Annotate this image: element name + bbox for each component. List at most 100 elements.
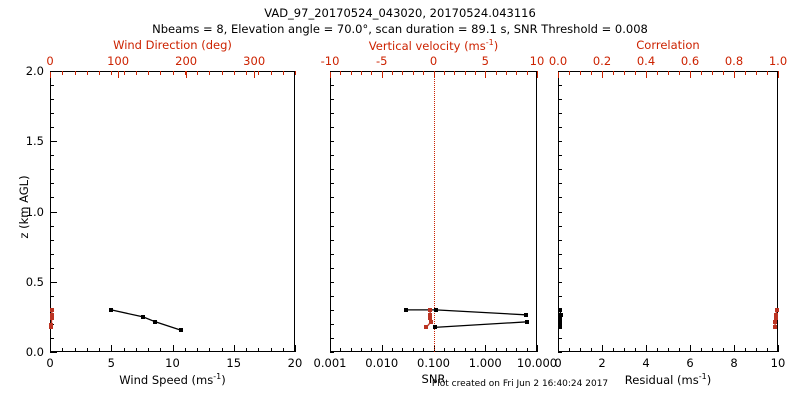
panel-residual-bottom-minor-tick — [668, 348, 669, 352]
panel-snr-top-minor-tick — [485, 71, 487, 75]
y-axis-minor-tick — [50, 281, 54, 283]
panel-residual-top-minor-tick — [745, 71, 746, 75]
panel-wind-data-point — [179, 328, 184, 333]
panel-residual-top-minor-tick — [657, 71, 658, 75]
panel-wind-top-minor-tick — [233, 71, 235, 75]
panel-snr-bottom-minor-tick — [392, 348, 394, 352]
panel-residual-bottom-ticklabel: 6 — [686, 356, 694, 370]
panel-snr-bottom-ticklabel: 10.000 — [516, 356, 558, 370]
panel-wind-top-ticklabel: 0 — [46, 54, 54, 68]
y-axis-minor-tick — [50, 352, 54, 353]
y-axis-minor-tick — [330, 197, 334, 199]
panel-snr-series-line — [434, 321, 528, 329]
panel-wind-top-minor-tick — [135, 71, 137, 75]
panel-wind-bottom-ticklabel: 20 — [287, 356, 303, 370]
y-axis-minor-tick — [50, 239, 54, 241]
panel-snr-top-ticklabel: 10 — [529, 54, 545, 68]
panel-residual-data-point — [558, 312, 563, 317]
panel-snr-bottom-minor-tick — [443, 348, 445, 352]
panel-residual-bottom-minor-tick — [778, 348, 779, 352]
panel-snr-top-minor-tick — [361, 71, 363, 75]
y-axis-minor-tick — [330, 267, 334, 269]
panel-wind-bottom-minor-tick — [160, 348, 162, 352]
panel-wind-data-point — [49, 325, 54, 330]
panel-wind-bottom-minor-tick — [221, 348, 223, 352]
panel-residual-top-minor-tick — [701, 71, 702, 75]
panel-wind-bottom-minor-tick — [270, 348, 272, 352]
panel-wind-top-minor-tick — [295, 71, 296, 75]
panel-residual-bottom-minor-tick — [558, 348, 559, 352]
panel-residual-bottom-ticklabel: 0 — [554, 356, 562, 370]
panel-snr-bottom-minor-tick — [537, 348, 538, 352]
panel-snr-top-minor-tick — [402, 71, 404, 75]
y-axis-minor-tick — [50, 99, 54, 101]
panel-wind-top-ticklabel: 300 — [243, 54, 266, 68]
y-axis-minor-tick — [50, 141, 54, 143]
panel-snr-top-minor-tick — [516, 71, 518, 75]
y-axis-minor-tick — [50, 197, 54, 199]
panel-residual-data-point — [558, 316, 563, 321]
y-axis-ticklabel: 1.5 — [25, 134, 44, 149]
panel-residual-top-minor-tick — [602, 71, 603, 75]
panel-residual-top-minor-tick — [756, 71, 757, 75]
panel-residual-bottom-ticklabel: 8 — [730, 356, 738, 370]
panel-snr-top-ticklabel: -10 — [320, 54, 340, 68]
panel-residual-top-ticklabel: 0.2 — [592, 54, 612, 68]
panel-snr-bottom-minor-tick — [371, 348, 373, 352]
panel-snr-bottom-minor-tick — [474, 348, 476, 352]
panel-wind-top-ticklabel: 200 — [175, 54, 198, 68]
y-axis-minor-tick — [558, 267, 562, 269]
panel-snr-top-minor-tick — [495, 71, 497, 75]
panel-residual-bottom-minor-tick — [690, 348, 691, 352]
panel-wind-bottom-minor-tick — [184, 348, 186, 352]
panel-wind-data-point — [49, 316, 54, 321]
panel-snr-zero-line — [433, 71, 435, 352]
panel-snr-data-point — [428, 319, 433, 324]
panel-wind-top-minor-tick — [148, 71, 149, 75]
panel-snr-data-point — [427, 312, 432, 317]
y-axis-minor-tick — [330, 225, 334, 227]
panel-residual-top-minor-tick — [712, 71, 713, 75]
y-axis-minor-tick — [330, 127, 334, 129]
panel-residual-top-minor-tick — [767, 71, 768, 75]
y-axis-minor-tick — [330, 155, 334, 157]
y-axis-minor-tick — [330, 352, 334, 353]
panel-wind-top-tick — [118, 71, 120, 78]
y-axis-ticklabel: 0.5 — [25, 274, 44, 289]
y-axis-minor-tick — [330, 141, 334, 143]
y-axis-minor-tick — [50, 253, 54, 255]
panel-wind-top-minor-tick — [86, 71, 88, 75]
panel-wind-top-minor-tick — [270, 71, 272, 75]
panel-residual-top-ticklabel: 0.0 — [548, 54, 568, 68]
y-axis-minor-tick — [50, 267, 54, 269]
y-axis-minor-tick — [330, 211, 334, 213]
panel-wind-bottom-minor-tick — [258, 348, 260, 352]
panel-wind-top-minor-tick — [221, 71, 223, 75]
panel-residual-bottom-minor-tick — [602, 348, 603, 352]
panel-wind-data-point — [141, 314, 146, 319]
panel-snr-bottom-minor-tick — [361, 348, 363, 352]
panel-snr-bottom-ticklabel: 0.100 — [417, 356, 450, 370]
panel-snr-bottom-minor-tick — [350, 348, 352, 352]
panel-residual-top-minor-tick — [591, 71, 592, 75]
panel-residual-data-point — [773, 312, 778, 317]
panel-snr-top-minor-tick — [392, 71, 394, 75]
y-axis-minor-tick — [558, 253, 562, 255]
panel-residual-data-point — [774, 316, 779, 321]
panel-snr-bottom-minor-tick — [423, 348, 425, 352]
y-axis-minor-tick — [50, 169, 54, 171]
panel-snr-bottom-ticklabel: 0.010 — [365, 356, 399, 370]
panel-snr-bottom-minor-tick — [495, 348, 497, 352]
y-axis-minor-tick — [50, 295, 54, 297]
y-axis-minor-tick — [50, 211, 54, 213]
panel-residual-top-minor-tick — [668, 71, 669, 75]
panel-residual-bottom-minor-tick — [591, 348, 592, 352]
panel-residual-bottom-minor-tick — [712, 348, 713, 352]
panel-snr-data-point — [404, 307, 409, 312]
y-axis-minor-tick — [50, 225, 54, 227]
panel-residual-top-minor-tick — [734, 71, 735, 75]
panel-wind-series-line — [111, 309, 182, 331]
y-axis-minor-tick — [330, 281, 334, 283]
panel-snr-data-point — [525, 319, 530, 324]
